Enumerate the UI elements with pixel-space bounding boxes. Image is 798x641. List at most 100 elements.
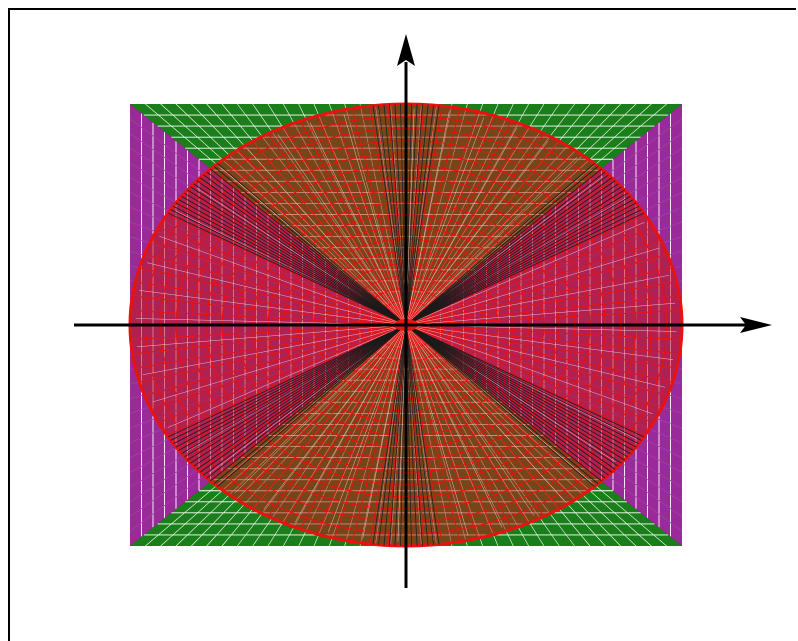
red-mesh-spoke <box>135 324 407 369</box>
red-mesh-spoke <box>223 158 407 326</box>
red-mesh-spoke <box>351 108 407 326</box>
red-mesh-spoke <box>369 105 407 326</box>
red-mesh-spoke <box>263 324 407 510</box>
black-mesh-line <box>178 199 407 326</box>
red-mesh-spoke <box>223 324 407 492</box>
red-mesh-spoke <box>405 324 589 492</box>
red-mesh-spoke <box>405 324 535 516</box>
red-mesh-spoke <box>405 324 682 340</box>
arrow-up-icon <box>397 34 415 66</box>
black-mesh-line <box>405 105 434 326</box>
black-mesh-line <box>196 180 407 326</box>
black-mesh-line <box>405 324 616 470</box>
black-mesh-line <box>405 212 645 326</box>
red-mesh-spoke <box>139 267 407 326</box>
red-mesh-spoke <box>405 120 513 326</box>
black-mesh-line <box>405 168 602 326</box>
red-mesh-spoke <box>405 324 680 355</box>
black-mesh-line <box>178 324 407 451</box>
black-mesh-line <box>193 183 407 326</box>
red-mesh-spoke <box>362 324 407 539</box>
red-mesh-spoke <box>405 253 668 326</box>
red-mesh-spoke <box>405 303 676 326</box>
black-mesh-line <box>181 324 407 454</box>
red-mesh-spoke <box>334 111 407 326</box>
black-mesh-line <box>213 324 407 485</box>
black-mesh-line <box>405 324 599 485</box>
red-mesh-spoke <box>405 140 549 326</box>
red-mesh-spoke <box>405 222 645 326</box>
black-mesh-line <box>405 192 628 326</box>
black-mesh-line <box>167 212 407 326</box>
black-mesh-line <box>170 209 407 326</box>
red-mesh-spoke <box>405 108 461 326</box>
black-mesh-line <box>405 202 637 326</box>
red-mesh-spoke <box>299 120 407 326</box>
black-mesh-line <box>175 202 407 326</box>
black-mesh-line <box>190 324 407 464</box>
red-mesh-spoke <box>294 324 407 523</box>
black-mesh-line <box>187 324 407 461</box>
black-mesh-line <box>405 324 645 438</box>
black-mesh-line <box>167 324 407 438</box>
black-mesh-line <box>405 105 440 326</box>
black-mesh-line <box>405 174 609 326</box>
red-mesh-spoke <box>237 324 407 501</box>
red-mesh-spoke <box>405 324 529 524</box>
black-mesh-line <box>206 324 407 479</box>
black-mesh-line <box>389 324 407 546</box>
red-mesh-spoke <box>405 133 545 326</box>
red-mesh-spoke <box>405 157 578 326</box>
red-mesh-spoke <box>139 324 407 383</box>
black-mesh-line <box>383 104 407 326</box>
black-mesh-line <box>184 192 407 326</box>
red-mesh-spoke <box>405 111 450 326</box>
black-mesh-line <box>405 324 637 448</box>
red-mesh-spoke <box>405 239 662 326</box>
red-mesh-spoke <box>405 310 682 326</box>
black-mesh-line <box>405 324 429 546</box>
black-mesh-line <box>210 168 407 326</box>
black-mesh-line <box>405 209 642 326</box>
red-mesh-spoke <box>252 140 407 326</box>
black-mesh-line <box>405 324 622 464</box>
red-mesh-spoke <box>405 281 677 326</box>
red-mesh-spoke <box>144 324 407 397</box>
red-mesh-spoke <box>252 324 407 510</box>
black-mesh-line <box>405 324 434 545</box>
red-mesh-spoke <box>299 324 407 530</box>
red-mesh-spoke <box>351 324 407 542</box>
red-mesh-spoke <box>334 324 407 539</box>
black-mesh-line <box>184 324 407 458</box>
red-mesh-spoke <box>405 324 662 411</box>
black-mesh-line <box>405 324 418 546</box>
red-mesh-spoke <box>153 324 407 403</box>
black-mesh-line <box>405 183 619 326</box>
red-mesh-spoke <box>405 324 677 369</box>
red-mesh-spoke <box>135 281 407 326</box>
red-mesh-spoke <box>405 295 680 326</box>
red-mesh-spoke <box>405 324 575 501</box>
black-mesh-line <box>383 324 407 546</box>
black-mesh-line <box>405 180 616 326</box>
black-mesh-line <box>203 174 407 326</box>
red-mesh-spoke <box>405 324 674 360</box>
black-mesh-line <box>193 324 407 467</box>
black-mesh-line <box>405 196 631 326</box>
black-mesh-line <box>213 165 407 326</box>
red-mesh-spoke <box>237 149 407 326</box>
red-mesh-spoke <box>405 324 503 528</box>
red-mesh-spoke <box>328 324 407 533</box>
arrow-right-icon <box>740 317 772 333</box>
red-mesh-spoke <box>158 226 407 326</box>
red-mesh-spoke <box>369 324 407 545</box>
red-mesh-spoke <box>277 134 407 326</box>
red-mesh-spoke <box>405 324 565 501</box>
red-mesh-spoke <box>267 133 407 326</box>
red-mesh-spoke <box>146 262 407 326</box>
black-mesh-line <box>372 324 407 545</box>
red-mesh-spoke <box>405 247 659 326</box>
red-mesh-spoke <box>405 117 484 326</box>
coordinate-axes <box>74 34 772 588</box>
red-mesh-spoke <box>405 127 518 326</box>
